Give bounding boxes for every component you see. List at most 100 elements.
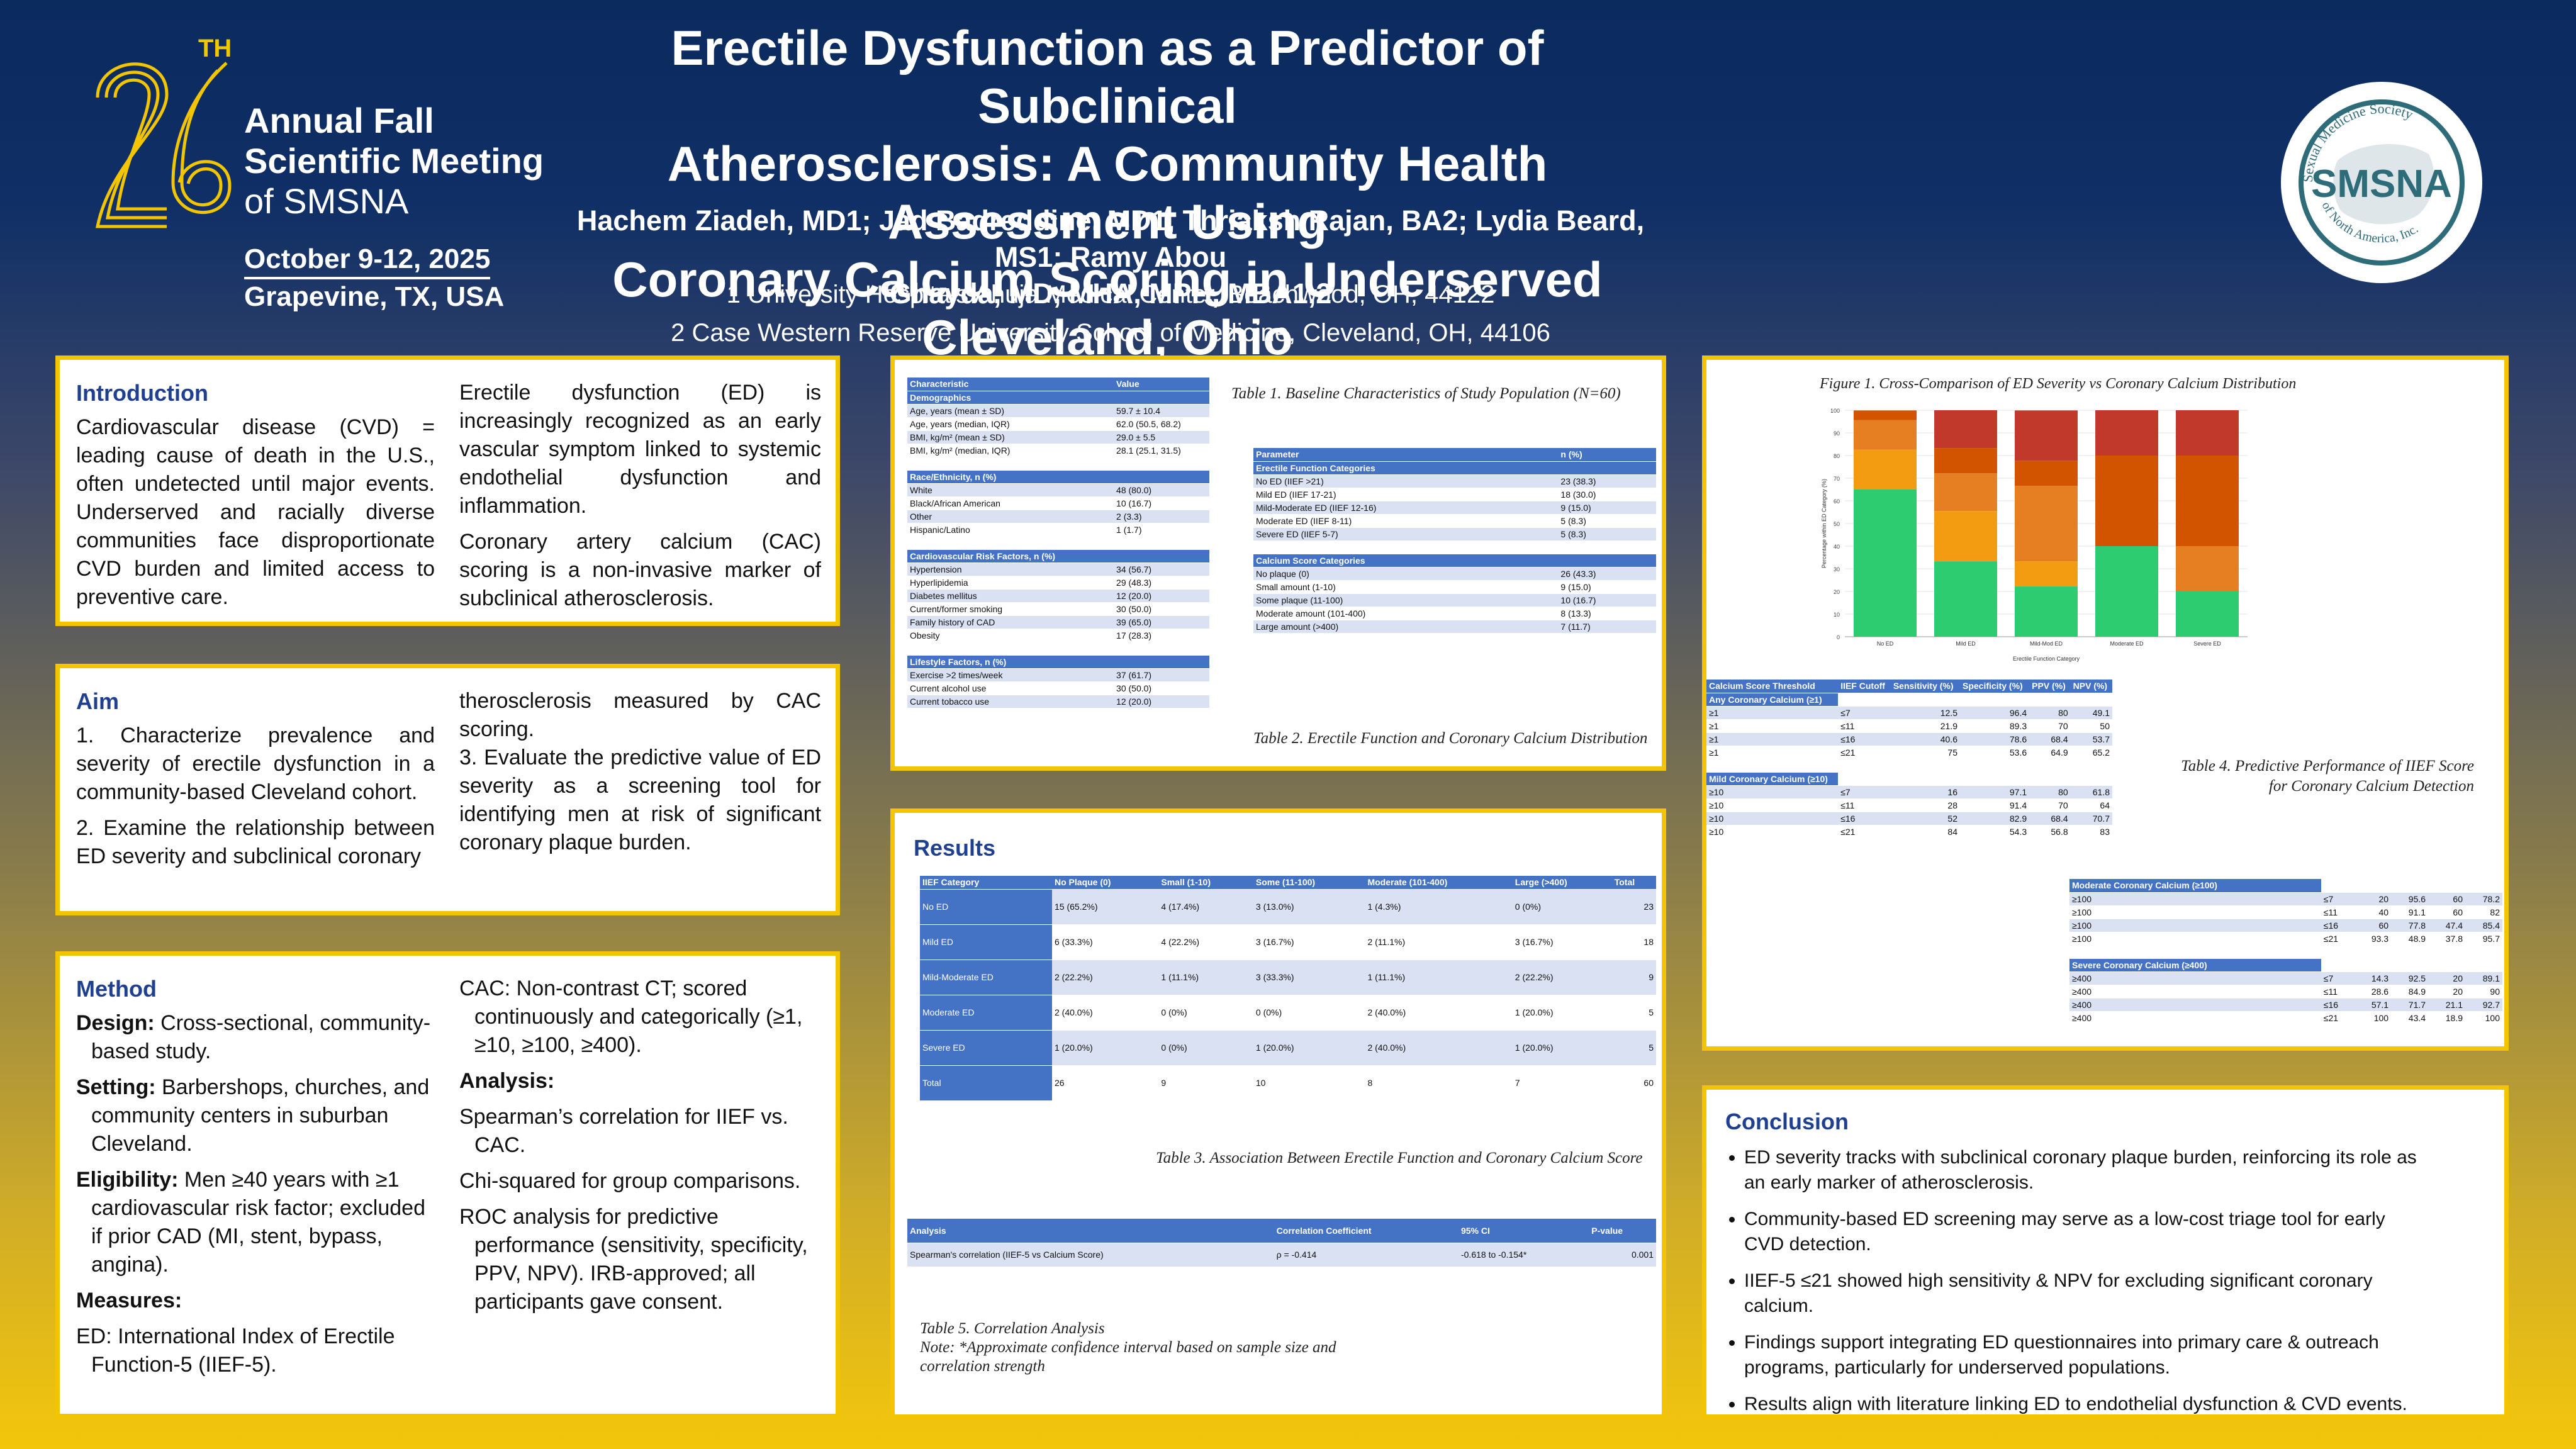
table-row: BMI, kg/m² (mean ± SD) 29.0 ± 5.5	[907, 430, 1209, 444]
bar-segment	[1854, 410, 1917, 420]
measures-label: Measures:	[76, 1289, 182, 1312]
table-cell: No plaque (0)	[1253, 567, 1559, 581]
table-cell: ≤16	[2321, 919, 2355, 932]
table-cell: 20	[2428, 985, 2465, 999]
analysis-chi-squared: Chi-squared for group comparisons.	[459, 1169, 801, 1193]
introduction-heading: Introduction	[76, 380, 208, 406]
table-row: Moderate Coronary Calcium (≥100)	[2069, 879, 2502, 893]
table-cell	[1890, 759, 1960, 773]
table-row: ≥1 ≤7 12.5 96.4 80 49.1	[1706, 706, 2112, 720]
table-cell	[907, 457, 1114, 471]
table-cell: 60	[2354, 919, 2392, 932]
table-cell: 1 (20.0%)	[1512, 1030, 1612, 1066]
table-cell: 89.3	[1959, 719, 2030, 733]
table-cell: ≤16	[2321, 998, 2355, 1012]
table-cell: 39 (65.0)	[1114, 615, 1209, 629]
y-tick-label: 80	[1834, 453, 1840, 459]
bar-segment	[2176, 410, 2239, 456]
table-row: Moderate amount (101-400) 8 (13.3)	[1253, 607, 1656, 620]
table-cell	[2029, 772, 2071, 786]
method-design: Design: Cross-sectional, community-based…	[76, 1009, 435, 1066]
table-cell: 28.1 (25.1, 31.5)	[1114, 444, 1209, 457]
table-cell: 2 (40.0%)	[1365, 995, 1513, 1031]
table-cell: Current alcohol use	[907, 681, 1114, 695]
table-cell: 2 (22.2%)	[1512, 959, 1612, 995]
x-axis-label: Erectile Function Category	[2013, 656, 2080, 662]
table-cell: 68.4	[2029, 732, 2071, 746]
table-cell: 95.7	[2465, 932, 2502, 946]
measures-cac: CAC: Non-contrast CT; scored continuousl…	[459, 976, 803, 1057]
table-cell: 54.3	[1959, 825, 2030, 839]
table-cell: ≤7	[1838, 785, 1891, 799]
table-row: Moderate ED 2 (40.0%) 0 (0%) 0 (0%) 2 (40.0%…	[920, 995, 1656, 1031]
conclusion-panel: Conclusion ED severity tracks with subcl…	[1702, 1085, 2509, 1419]
table-cell: 16	[1890, 785, 1960, 799]
table-cell: 53.6	[1959, 746, 2030, 759]
table-cell: Mild-Moderate ED	[920, 959, 1052, 995]
table-row: ≥400 ≤11 28.6 84.9 20 90	[2069, 985, 2502, 999]
table-5-note: Note: *Approximate confidence interval b…	[920, 1339, 1336, 1356]
table-cell: Mild Coronary Calcium (≥10)	[1706, 772, 1839, 786]
table-row: No ED (IIEF >21) 23 (38.3)	[1253, 474, 1656, 488]
table-cell: Correlation Coefficient	[1274, 1219, 1459, 1243]
affiliation-1: 1 University Hospitals Ahuja Medical Cen…	[726, 281, 1495, 308]
table-cell: Calcium Score Categories	[1253, 554, 1559, 568]
analysis-label: Analysis:	[459, 1069, 555, 1093]
table-cell: 2 (40.0%)	[1365, 1030, 1513, 1066]
table-row: Any Coronary Calcium (≥1)	[1706, 693, 2112, 707]
table-cell: 95.6	[2391, 892, 2429, 906]
analysis-roc: ROC analysis for predictive performance …	[459, 1205, 808, 1314]
table-cell: ≤11	[1838, 719, 1891, 733]
bar-segment	[2015, 561, 2078, 587]
table-cell: Some plaque (11-100)	[1253, 593, 1559, 607]
table-row: Erectile Function Categories	[1253, 461, 1656, 475]
table-cell: IIEF Category	[920, 876, 1052, 890]
authors-line: Ghayda, MD, MHA, MPH, MBA1,2	[889, 277, 1332, 310]
x-tick-label: Moderate ED	[2110, 641, 2144, 647]
bar-segment	[1854, 420, 1917, 450]
table-cell: 28.6	[2354, 985, 2392, 999]
introduction-text-right-2: Coronary artery calcium (CAC) scoring is…	[459, 530, 821, 610]
table-cell: 82	[2465, 905, 2502, 919]
table-cell: No ED (IIEF >21)	[1253, 474, 1559, 488]
table-row: Moderate ED (IIEF 8-11) 5 (8.3)	[1253, 514, 1656, 528]
table-cell: Current/former smoking	[907, 602, 1114, 616]
table-cell: 70.7	[2070, 812, 2112, 825]
figure-1-stacked-bar-chart: 0 10 20 30 40 50 60 70 80 90 100 Percentage within …	[1821, 408, 2248, 662]
y-tick-label: 40	[1834, 544, 1840, 550]
table-cell: BMI, kg/m² (median, IQR)	[907, 444, 1114, 457]
table-cell	[1558, 461, 1656, 475]
table-cell: NPV (%)	[2070, 680, 2112, 693]
table-row: White 48 (80.0)	[907, 483, 1209, 497]
table-3-association: IIEF Category No Plaque (0) Small (1-10) So…	[920, 876, 1656, 1101]
table-row: Black/African American 10 (16.7)	[907, 496, 1209, 510]
table-cell: ≥10	[1706, 812, 1839, 825]
table-row: Hypertension 34 (56.7)	[907, 562, 1209, 576]
table-row: Obesity 17 (28.3)	[907, 629, 1209, 642]
table-2-caption: Table 2. Erectile Function and Coronary …	[1253, 730, 1648, 747]
table-cell: 64.9	[2029, 746, 2071, 759]
table-cell: 83	[2070, 825, 2112, 839]
meeting-line: of SMSNA	[244, 181, 409, 221]
table-cell: 9	[1158, 1065, 1253, 1101]
table-cell: ≤7	[2321, 971, 2355, 985]
aim-item-2-continued: therosclerosis measured by CAC scoring.	[459, 689, 821, 741]
table-cell	[907, 642, 1114, 656]
table-cell: 8	[1365, 1065, 1513, 1101]
table-cell	[2070, 772, 2112, 786]
table-cell	[2354, 958, 2392, 972]
table-cell: Large (>400)	[1512, 876, 1612, 890]
table-cell	[1114, 536, 1209, 550]
table-cell: 12 (20.0)	[1114, 695, 1209, 708]
table-row: ≥10 ≤11 28 91.4 70 64	[1706, 798, 2112, 812]
table-row: Cardiovascular Risk Factors, n (%)	[907, 549, 1209, 563]
design-label: Design:	[76, 1011, 155, 1035]
table-cell: ≤7	[2321, 892, 2355, 906]
table-cell: 91.4	[1959, 798, 2030, 812]
table-cell: 60	[1611, 1065, 1656, 1101]
table-cell: 34 (56.7)	[1114, 562, 1209, 576]
table-cell	[2070, 759, 2112, 773]
table-cell: 78.6	[1959, 732, 2030, 746]
analysis-spearman: Spearman’s correlation for IIEF vs. CAC.	[459, 1105, 788, 1157]
table-4-predictive-bottom: Moderate Coronary Calcium (≥100) ≥100 ≤7 20…	[2069, 879, 2502, 1025]
